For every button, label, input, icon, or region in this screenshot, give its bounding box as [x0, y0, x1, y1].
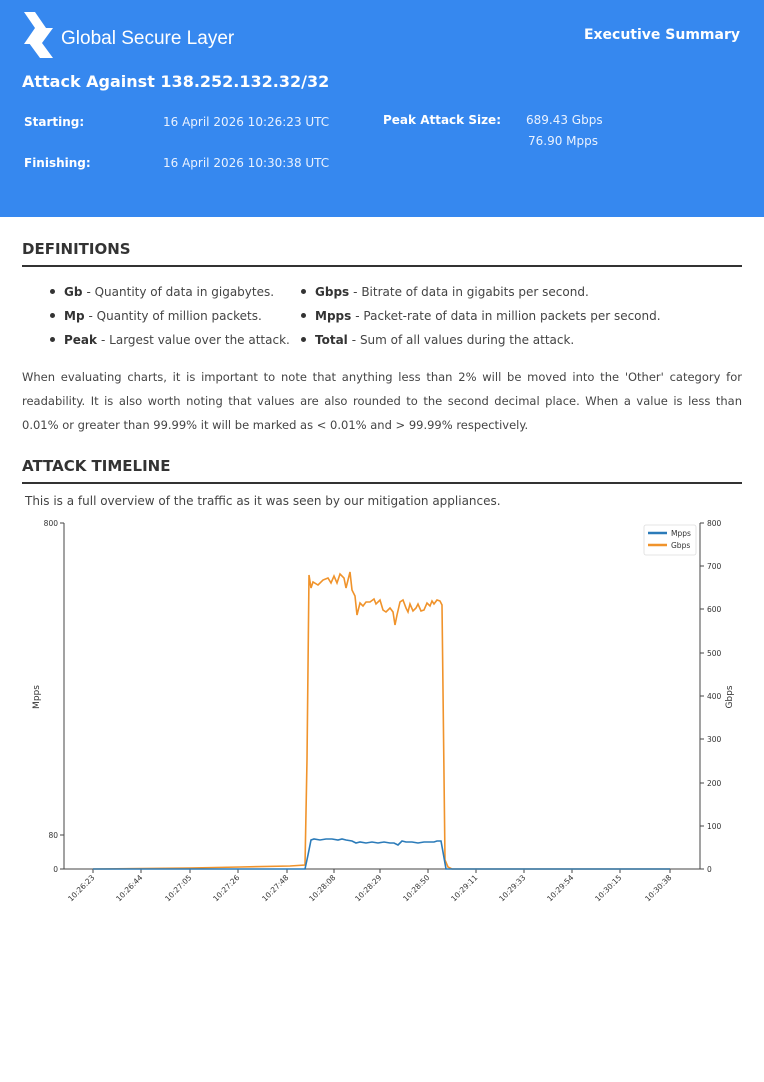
peak-mpps: 76.90 Mpps — [528, 134, 599, 148]
definition-item: Total - Sum of all values during the atta… — [301, 330, 741, 349]
definition-item: Gb - Quantity of data in gigabytes. — [50, 282, 301, 301]
svg-text:10:29:54: 10:29:54 — [545, 873, 575, 903]
svg-text:300: 300 — [707, 735, 722, 744]
svg-text:200: 200 — [707, 779, 722, 788]
svg-text:500: 500 — [707, 649, 722, 658]
peak-label: Peak Attack Size: — [383, 113, 501, 127]
definitions-list: Gb - Quantity of data in gigabytes. Gbps -… — [50, 282, 750, 349]
attack-title: Attack Against 138.252.132.32/32 — [22, 72, 330, 91]
definition-term: Total — [315, 332, 348, 347]
svg-text:80: 80 — [48, 831, 58, 840]
bullet-icon — [301, 337, 306, 342]
svg-text:0: 0 — [53, 865, 58, 874]
svg-text:10:27:05: 10:27:05 — [163, 873, 193, 903]
bullet-icon — [50, 313, 55, 318]
definitions-note: When evaluating charts, it is important … — [22, 370, 742, 432]
x-axis-ticks: 10:26:23 10:26:44 10:27:05 10:27:26 10:2… — [66, 869, 674, 903]
svg-text:10:29:11: 10:29:11 — [449, 873, 479, 903]
definition-term: Gbps — [315, 284, 350, 299]
right-axis-ticks: 800 700 600 500 400 300 200 100 0 — [700, 519, 722, 874]
left-axis-label: Mpps — [32, 685, 42, 709]
brand-name: Global Secure Layer — [61, 28, 235, 49]
svg-text:10:27:26: 10:27:26 — [211, 873, 241, 903]
attack-timeline-chart: 800 80 0 Mpps 800 700 600 500 400 300 20… — [32, 519, 735, 903]
svg-text:800: 800 — [707, 519, 722, 528]
definition-desc: - Sum of all values during the attack. — [351, 332, 575, 347]
definition-term: Mp — [64, 308, 85, 323]
bullet-icon — [50, 337, 55, 342]
svg-text:10:26:23: 10:26:23 — [66, 873, 96, 903]
bullet-icon — [50, 289, 55, 294]
definition-desc: - Quantity of million packets. — [88, 308, 262, 323]
left-axis-ticks: 800 80 0 — [44, 519, 64, 874]
definition-item: Peak - Largest value over the attack. — [50, 330, 301, 349]
svg-text:700: 700 — [707, 562, 722, 571]
legend-mpps: Mpps — [671, 529, 691, 538]
svg-text:10:30:38: 10:30:38 — [643, 873, 673, 903]
finishing-label: Finishing: — [24, 156, 91, 170]
section-divider — [22, 265, 742, 267]
legend-gbps: Gbps — [671, 541, 690, 550]
definition-term: Peak — [64, 332, 98, 347]
svg-text:400: 400 — [707, 692, 722, 701]
definition-desc: - Largest value over the attack. — [101, 332, 290, 347]
definitions-title: DEFINITIONS — [22, 240, 131, 258]
svg-text:600: 600 — [707, 605, 722, 614]
definition-desc: - Quantity of data in gigabytes. — [86, 284, 275, 299]
svg-text:800: 800 — [44, 519, 59, 528]
svg-text:10:28:50: 10:28:50 — [401, 873, 431, 903]
right-axis-label: Gbps — [725, 685, 735, 708]
report-header: Global Secure Layer Executive Summary At… — [0, 0, 764, 217]
definition-item: Gbps - Bitrate of data in gigabits per se… — [301, 282, 741, 301]
svg-text:100: 100 — [707, 822, 722, 831]
definition-desc: - Packet-rate of data in million packets… — [355, 308, 661, 323]
timeline-title: ATTACK TIMELINE — [22, 457, 171, 475]
timeline-intro: This is a full overview of the traffic a… — [25, 494, 501, 508]
svg-text:10:28:08: 10:28:08 — [307, 873, 337, 903]
finishing-value: 16 April 2026 10:30:38 UTC — [163, 156, 330, 170]
definition-item: Mp - Quantity of million packets. — [50, 306, 301, 325]
section-divider — [22, 482, 742, 484]
chart-legend: Mpps Gbps — [643, 524, 697, 556]
definition-term: Gb — [64, 284, 83, 299]
svg-text:0: 0 — [707, 865, 712, 874]
peak-gbps: 689.43 Gbps — [526, 113, 603, 127]
starting-label: Starting: — [24, 115, 85, 129]
svg-text:10:28:29: 10:28:29 — [353, 873, 383, 903]
bullet-icon — [301, 313, 306, 318]
svg-text:10:30:15: 10:30:15 — [593, 873, 623, 903]
gsl-logo-icon — [24, 12, 53, 58]
bullet-icon — [301, 289, 306, 294]
svg-text:10:26:44: 10:26:44 — [114, 873, 144, 903]
report-type: Executive Summary — [583, 27, 740, 43]
svg-text:10:29:33: 10:29:33 — [497, 873, 527, 903]
gbps-series-line — [92, 571, 670, 870]
svg-text:10:27:48: 10:27:48 — [260, 873, 290, 903]
definition-desc: - Bitrate of data in gigabits per second… — [353, 284, 589, 299]
definition-item: Mpps - Packet-rate of data in million pac… — [301, 306, 741, 325]
starting-value: 16 April 2026 10:26:23 UTC — [163, 115, 330, 129]
definition-term: Mpps — [315, 308, 352, 323]
mpps-series-line — [93, 838, 670, 870]
